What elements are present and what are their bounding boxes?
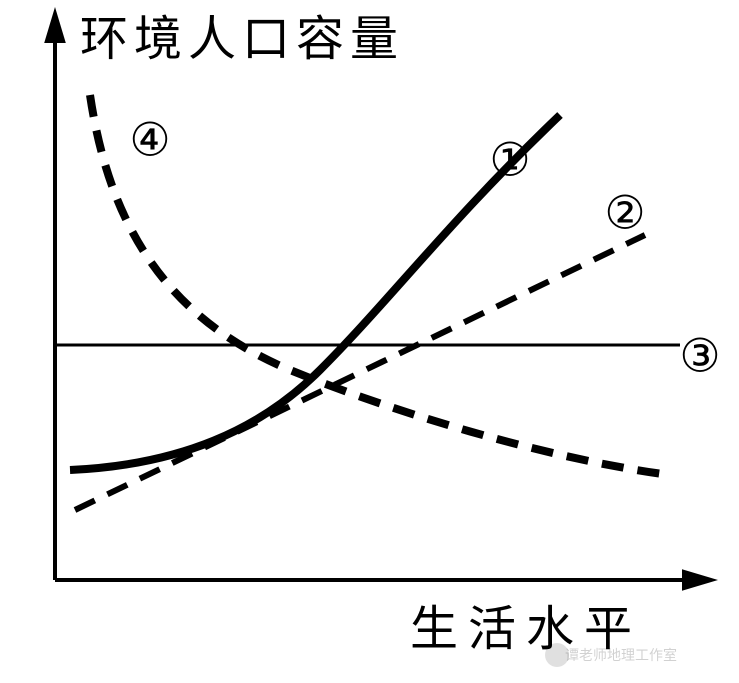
x-axis-arrow bbox=[682, 569, 718, 591]
curve-4-decreasing-dashed bbox=[90, 95, 670, 475]
curve-2-label: ② bbox=[604, 188, 645, 239]
svg-text:④: ④ bbox=[129, 115, 170, 166]
watermark-text: 谭老师地理工作室 bbox=[565, 647, 677, 664]
svg-text:②: ② bbox=[604, 188, 645, 239]
curve-4-label: ④ bbox=[129, 115, 170, 166]
curve-1-increasing-solid bbox=[70, 115, 560, 470]
svg-text:③: ③ bbox=[679, 331, 720, 382]
svg-text:①: ① bbox=[489, 135, 530, 186]
y-axis-label: 环境人口容量 bbox=[80, 13, 404, 66]
population-capacity-chart: 环境人口容量 生活水平 ① ② ③ ④ 谭老师地理工作室 bbox=[0, 0, 739, 683]
y-axis-arrow bbox=[44, 7, 66, 43]
curve-3-label: ③ bbox=[679, 331, 720, 382]
curve-1-label: ① bbox=[489, 135, 530, 186]
